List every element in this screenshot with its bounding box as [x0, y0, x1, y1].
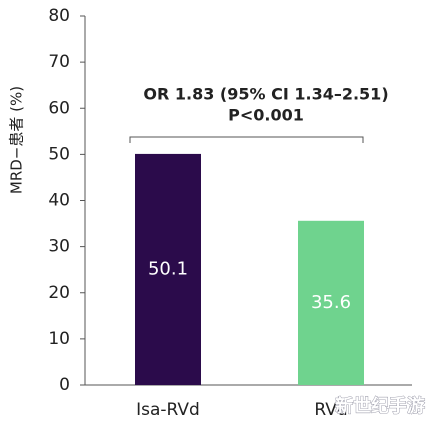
y-tick-label: 60 — [48, 98, 70, 118]
annotation: P<0.001 — [228, 106, 304, 125]
y-tick-label: 10 — [48, 329, 70, 349]
data-label: 35.6 — [311, 292, 351, 313]
watermark: 新世纪手游 — [335, 395, 425, 417]
x-tick-label: RVd — [314, 400, 347, 420]
y-tick-label: 50 — [48, 144, 70, 164]
annotation: OR 1.83 (95% CI 1.34–2.51) — [143, 85, 388, 104]
data-label: 50.1 — [148, 258, 188, 279]
bracket — [129, 136, 364, 143]
y-tick-label: 40 — [48, 191, 70, 211]
y-tick-label: 0 — [59, 375, 70, 395]
y-tick-label: 70 — [48, 52, 70, 72]
y-tick-label: 20 — [48, 283, 70, 303]
y-axis-label: MRD−患者 (%) — [8, 86, 26, 194]
y-tick-label: 80 — [48, 6, 70, 26]
bar — [298, 220, 364, 385]
x-tick-label: Isa-RVd — [136, 400, 200, 420]
bar — [135, 153, 201, 385]
y-tick-label: 30 — [48, 237, 70, 257]
